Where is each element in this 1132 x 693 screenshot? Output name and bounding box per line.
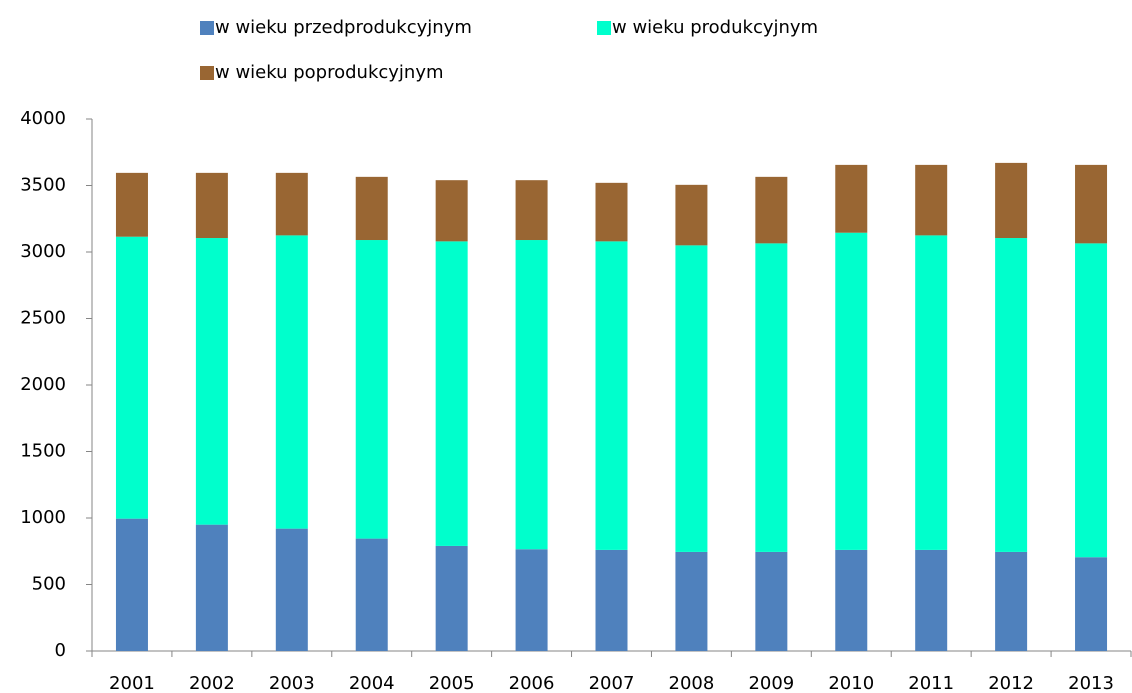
bar-segment — [915, 549, 948, 651]
x-tick-label: 2005 — [429, 673, 475, 693]
bar-segment — [755, 243, 788, 552]
y-tick-label: 1500 — [20, 441, 66, 462]
bar-segment — [755, 176, 788, 244]
bar-segment — [995, 162, 1028, 239]
bar-segment — [835, 549, 868, 651]
bar-segment — [675, 245, 708, 552]
x-tick-label: 2003 — [269, 673, 315, 693]
x-tick-label: 2006 — [509, 673, 555, 693]
bar-segment — [435, 241, 468, 546]
bar-segment — [275, 172, 308, 236]
y-tick-label: 2000 — [20, 374, 66, 395]
y-tick-label: 500 — [32, 574, 66, 595]
x-tick-label: 2010 — [828, 673, 874, 693]
x-tick-label: 2007 — [589, 673, 635, 693]
bar-segment — [515, 180, 548, 241]
bar-segment — [995, 238, 1028, 552]
bar-segment — [1075, 164, 1108, 244]
bar-segment — [195, 524, 228, 651]
bar-segment — [115, 172, 148, 237]
x-tick-label: 2013 — [1068, 673, 1114, 693]
bar-segment — [675, 551, 708, 651]
x-tick-label: 2008 — [669, 673, 715, 693]
x-tick-label: 2001 — [109, 673, 155, 693]
y-tick-label: 3500 — [20, 175, 66, 196]
bar-segment — [355, 176, 388, 241]
x-tick-label: 2011 — [908, 673, 954, 693]
x-tick-label: 2009 — [748, 673, 794, 693]
bar-segment — [1075, 243, 1108, 558]
x-tick-label: 2012 — [988, 673, 1034, 693]
bar-segment — [355, 240, 388, 539]
x-tick-label: 2002 — [189, 673, 235, 693]
y-tick-label: 2500 — [20, 308, 66, 329]
bar-segment — [1075, 557, 1108, 651]
bar-segment — [275, 528, 308, 651]
x-tick-label: 2004 — [349, 673, 395, 693]
bar-segment — [995, 551, 1028, 651]
bar-segment — [755, 551, 788, 651]
bar-segment — [915, 164, 948, 236]
y-tick-label: 0 — [55, 640, 66, 661]
bar-segment — [195, 172, 228, 239]
bar-segment — [115, 518, 148, 651]
legend-label: w wieku poprodukcyjnym — [215, 62, 444, 83]
legend-label: w wieku produkcyjnym — [612, 17, 818, 38]
bar-segment — [675, 184, 708, 246]
bar-segment — [835, 232, 868, 550]
bar-segment — [515, 549, 548, 651]
legend-swatch — [200, 21, 214, 35]
bar-segment — [275, 235, 308, 529]
legend-swatch — [200, 66, 214, 80]
bar-segment — [595, 182, 628, 242]
y-tick-label: 4000 — [20, 108, 66, 129]
bar-segment — [595, 549, 628, 651]
y-tick-label: 1000 — [20, 507, 66, 528]
y-tick-label: 3000 — [20, 241, 66, 262]
bar-segment — [915, 235, 948, 550]
bar-segment — [355, 538, 388, 651]
legend-label: w wieku przedprodukcyjnym — [215, 17, 472, 38]
legend-swatch — [597, 21, 611, 35]
bar-segment — [515, 240, 548, 550]
bar-segment — [835, 164, 868, 233]
bar-segment — [435, 180, 468, 242]
bar-segment — [435, 545, 468, 651]
bar-segment — [115, 236, 148, 519]
bar-segment — [195, 238, 228, 525]
bar-segment — [595, 241, 628, 550]
